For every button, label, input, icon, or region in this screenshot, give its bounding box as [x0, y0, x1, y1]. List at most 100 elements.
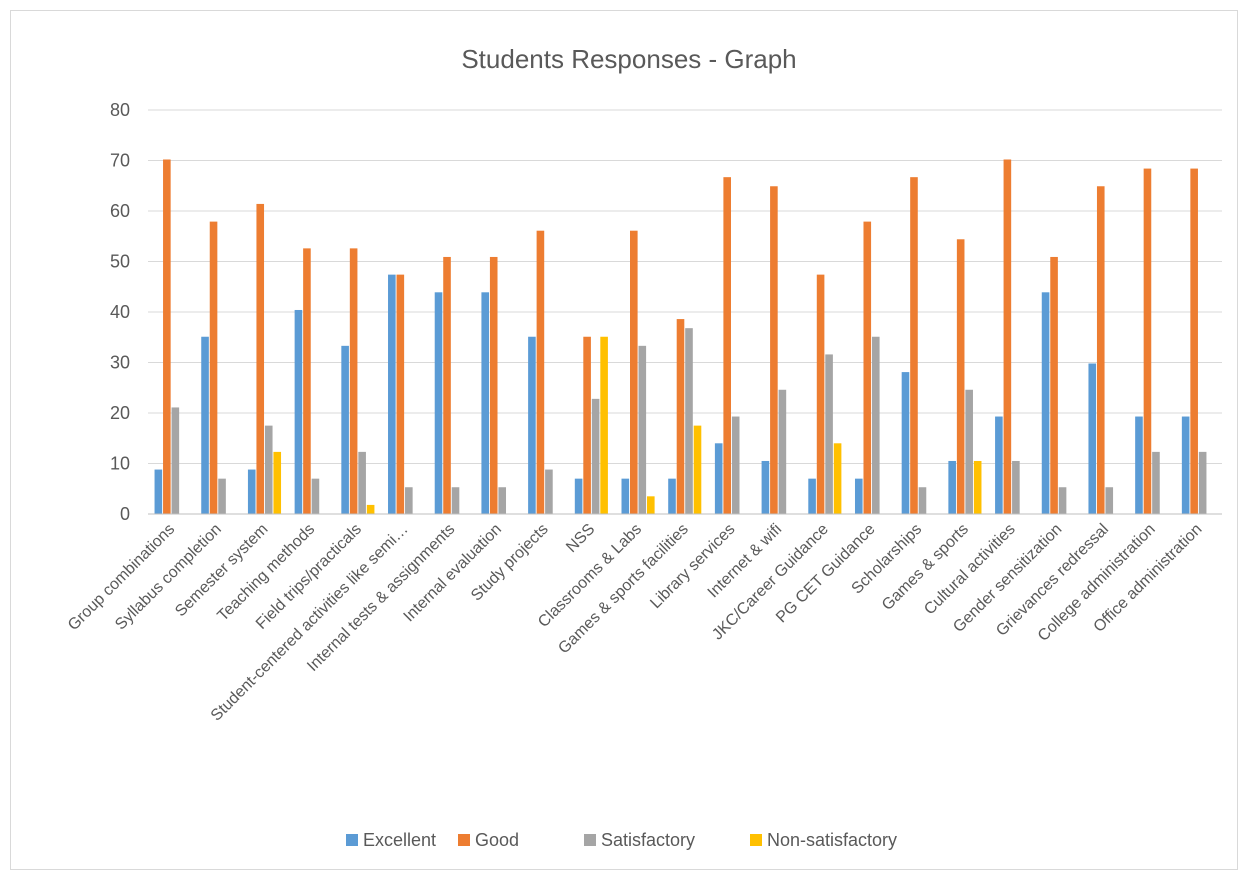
- bar-good: [723, 177, 731, 515]
- y-tick-label: 20: [110, 403, 130, 423]
- bar-excellent: [341, 345, 349, 514]
- bar-good: [1096, 186, 1105, 514]
- bar-satisfactory: [778, 389, 787, 514]
- bar-good: [1050, 256, 1058, 514]
- bar-non-satisfactory: [647, 496, 655, 514]
- bar-non-satisfactory: [600, 336, 608, 514]
- bar-satisfactory: [358, 451, 366, 514]
- bar-satisfactory: [685, 328, 693, 514]
- bar-satisfactory: [638, 345, 647, 514]
- bar-good: [303, 248, 311, 514]
- bar-satisfactory: [825, 354, 833, 514]
- bar-excellent: [761, 460, 770, 514]
- bar-excellent: [714, 443, 723, 514]
- bar-good: [863, 221, 872, 515]
- bar-good: [770, 186, 778, 514]
- legend-label: Good: [475, 830, 519, 850]
- bar-excellent: [621, 478, 630, 514]
- x-tick-label: NSS: [563, 521, 598, 556]
- bar-excellent: [1041, 292, 1050, 514]
- bar-satisfactory: [1012, 460, 1020, 514]
- bar-good: [256, 203, 265, 514]
- bar-satisfactory: [545, 469, 553, 514]
- bar-non-satisfactory: [366, 504, 375, 514]
- legend-swatch: [346, 834, 358, 846]
- y-tick-label: 0: [120, 504, 130, 524]
- bar-excellent: [808, 478, 816, 514]
- bar-good: [349, 248, 358, 514]
- bar-good: [910, 177, 918, 515]
- bar-series: [154, 159, 1207, 515]
- bar-good: [536, 230, 545, 514]
- bar-satisfactory: [918, 487, 927, 514]
- y-tick-label: 40: [110, 302, 130, 322]
- bar-excellent: [154, 469, 163, 514]
- y-tick-label: 60: [110, 201, 130, 221]
- bar-excellent: [1135, 416, 1143, 514]
- bar-satisfactory: [1058, 487, 1067, 514]
- legend-label: Non-satisfactory: [767, 830, 897, 850]
- bar-good: [396, 274, 405, 514]
- y-tick-label: 50: [110, 252, 130, 272]
- bar-satisfactory: [264, 425, 273, 514]
- bar-excellent: [1088, 363, 1097, 514]
- x-tick-label: Games & sports: [879, 521, 972, 614]
- bar-excellent: [294, 309, 303, 514]
- bar-satisfactory: [171, 407, 180, 514]
- bar-good: [209, 221, 218, 515]
- bar-satisfactory: [498, 487, 507, 514]
- legend-swatch: [458, 834, 470, 846]
- bar-excellent: [481, 292, 490, 514]
- y-tick-label: 80: [110, 100, 130, 120]
- bar-non-satisfactory: [693, 425, 702, 514]
- bar-satisfactory: [591, 398, 600, 514]
- bar-excellent: [995, 416, 1003, 514]
- chart-title: Students Responses - Graph: [461, 44, 796, 74]
- bar-excellent: [901, 372, 910, 514]
- bar-satisfactory: [218, 478, 226, 514]
- bar-satisfactory: [965, 389, 973, 514]
- bar-excellent: [247, 469, 256, 514]
- bar-excellent: [434, 292, 443, 514]
- bar-non-satisfactory: [973, 460, 982, 514]
- bar-excellent: [574, 478, 583, 514]
- bar-non-satisfactory: [833, 443, 842, 514]
- bar-good: [443, 256, 451, 514]
- bar-excellent: [1181, 416, 1190, 514]
- y-tick-label: 10: [110, 454, 130, 474]
- legend-swatch: [750, 834, 762, 846]
- bar-good: [583, 336, 591, 514]
- legend-swatch: [584, 834, 596, 846]
- bar-excellent: [528, 336, 536, 514]
- bar-good: [956, 239, 965, 514]
- bar-good: [630, 230, 638, 514]
- bar-good: [816, 274, 825, 514]
- legend-label: Excellent: [363, 830, 436, 850]
- bar-satisfactory: [311, 478, 320, 514]
- x-tick-label: Library services: [647, 521, 738, 612]
- bar-non-satisfactory: [273, 451, 282, 514]
- bar-satisfactory: [731, 416, 740, 514]
- bar-satisfactory: [405, 487, 413, 514]
- bar-good: [163, 159, 171, 515]
- bar-good: [1003, 159, 1012, 515]
- bar-good: [676, 319, 685, 514]
- bar-satisfactory: [451, 487, 460, 514]
- bar-satisfactory: [1152, 451, 1160, 514]
- y-axis-ticks: 0 10 20 30 40 50 60 70 80: [110, 100, 130, 524]
- bar-satisfactory: [871, 336, 880, 514]
- bar-satisfactory: [1198, 451, 1207, 514]
- legend: Excellent Good Satisfactory Non-satisfactor…: [346, 830, 897, 850]
- bar-excellent: [388, 274, 396, 514]
- bar-good: [1190, 168, 1198, 514]
- y-tick-label: 70: [110, 151, 130, 171]
- bar-good: [1143, 168, 1152, 514]
- bar-good: [489, 256, 498, 514]
- y-tick-label: 30: [110, 353, 130, 373]
- bar-excellent: [948, 460, 956, 514]
- bar-excellent: [201, 336, 209, 514]
- bar-satisfactory: [1105, 487, 1114, 514]
- bar-excellent: [668, 478, 676, 514]
